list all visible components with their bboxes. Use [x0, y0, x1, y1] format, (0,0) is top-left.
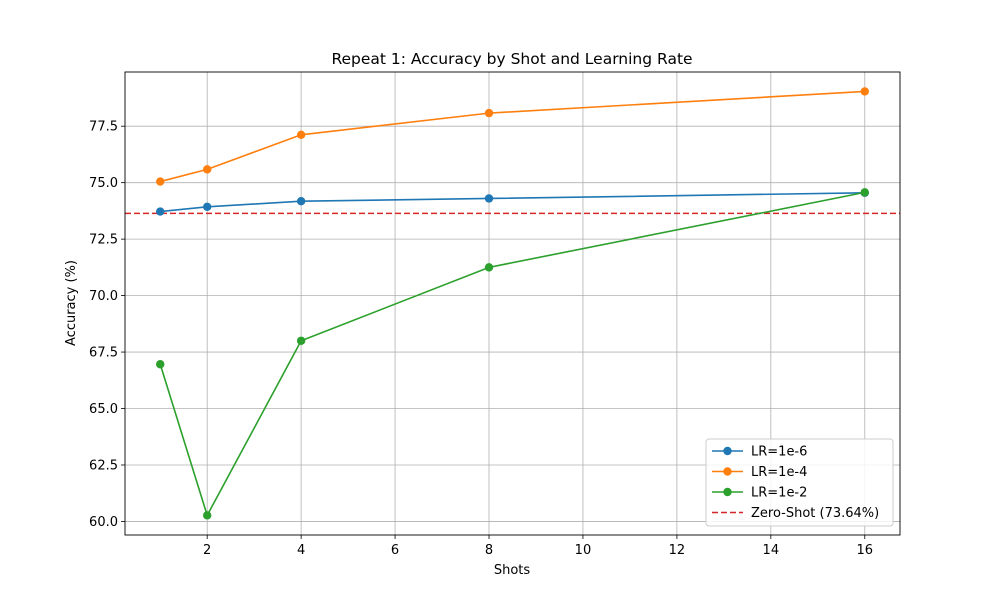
x-axis-label: Shots [494, 563, 531, 578]
legend-label: LR=1e-4 [751, 465, 807, 480]
data-point-lr-1e-2 [296, 336, 306, 345]
y-tick-label: 70.0 [89, 289, 118, 304]
plot-frame [124, 71, 901, 536]
data-point-lr-1e-2 [484, 263, 494, 272]
legend-swatch-marker [723, 487, 732, 497]
x-tick-label: 12 [669, 543, 686, 558]
legend-label: LR=1e-2 [751, 486, 807, 501]
legend-swatch-marker [723, 446, 732, 456]
data-point-lr-1e-4 [860, 87, 869, 96]
x-tick-label: 8 [485, 543, 493, 558]
data-point-lr-1e-2 [156, 360, 165, 369]
data-layer [125, 87, 900, 520]
y-tick-label: 75.0 [89, 176, 118, 191]
legend: LR=1e-6 LR=1e-4 LR=1e-2 Zero-Shot (73.64%) [705, 438, 894, 527]
x-tick-label: 14 [763, 543, 780, 558]
y-tick-label: 65.0 [89, 402, 118, 417]
data-point-lr-1e-6 [296, 196, 306, 206]
legend-box [705, 438, 894, 527]
data-point-lr-1e-4 [484, 108, 494, 118]
series-line-lr-1e-4 [160, 90, 865, 183]
chart-title: Repeat 1: Accuracy by Shot and Learning … [331, 50, 692, 68]
y-axis-label: Accuracy (%) [64, 260, 79, 346]
series-line-lr-1e-6 [160, 192, 865, 213]
data-point-lr-1e-4 [296, 130, 306, 139]
y-tick-label: 67.5 [89, 346, 118, 361]
y-tick-label: 72.5 [89, 233, 118, 248]
data-point-lr-1e-6 [202, 202, 212, 212]
x-tick-label: 2 [203, 543, 211, 558]
x-tick-label: 16 [856, 543, 873, 558]
legend-label: LR=1e-6 [751, 445, 807, 460]
legend-label: Zero-Shot (73.64%) [751, 506, 879, 521]
data-point-lr-1e-6 [484, 194, 494, 203]
legend-swatch-marker [723, 467, 732, 476]
data-point-lr-1e-4 [156, 177, 165, 186]
data-point-lr-1e-2 [202, 511, 212, 520]
data-point-lr-1e-6 [156, 207, 165, 216]
x-tick-label: 4 [297, 543, 305, 558]
y-tick-label: 62.5 [89, 458, 118, 473]
y-tick-label: 77.5 [89, 120, 118, 135]
data-point-lr-1e-2 [860, 188, 869, 197]
x-tick-label: 10 [575, 543, 592, 558]
data-point-lr-1e-4 [202, 165, 212, 174]
axes: 2 4 6 8 10 12 14 16 60.0 62.5 65.0 67.5 70.0 72.5 75.0… [89, 71, 901, 558]
x-tick-label: 6 [391, 543, 399, 558]
y-tick-label: 60.0 [89, 515, 118, 530]
